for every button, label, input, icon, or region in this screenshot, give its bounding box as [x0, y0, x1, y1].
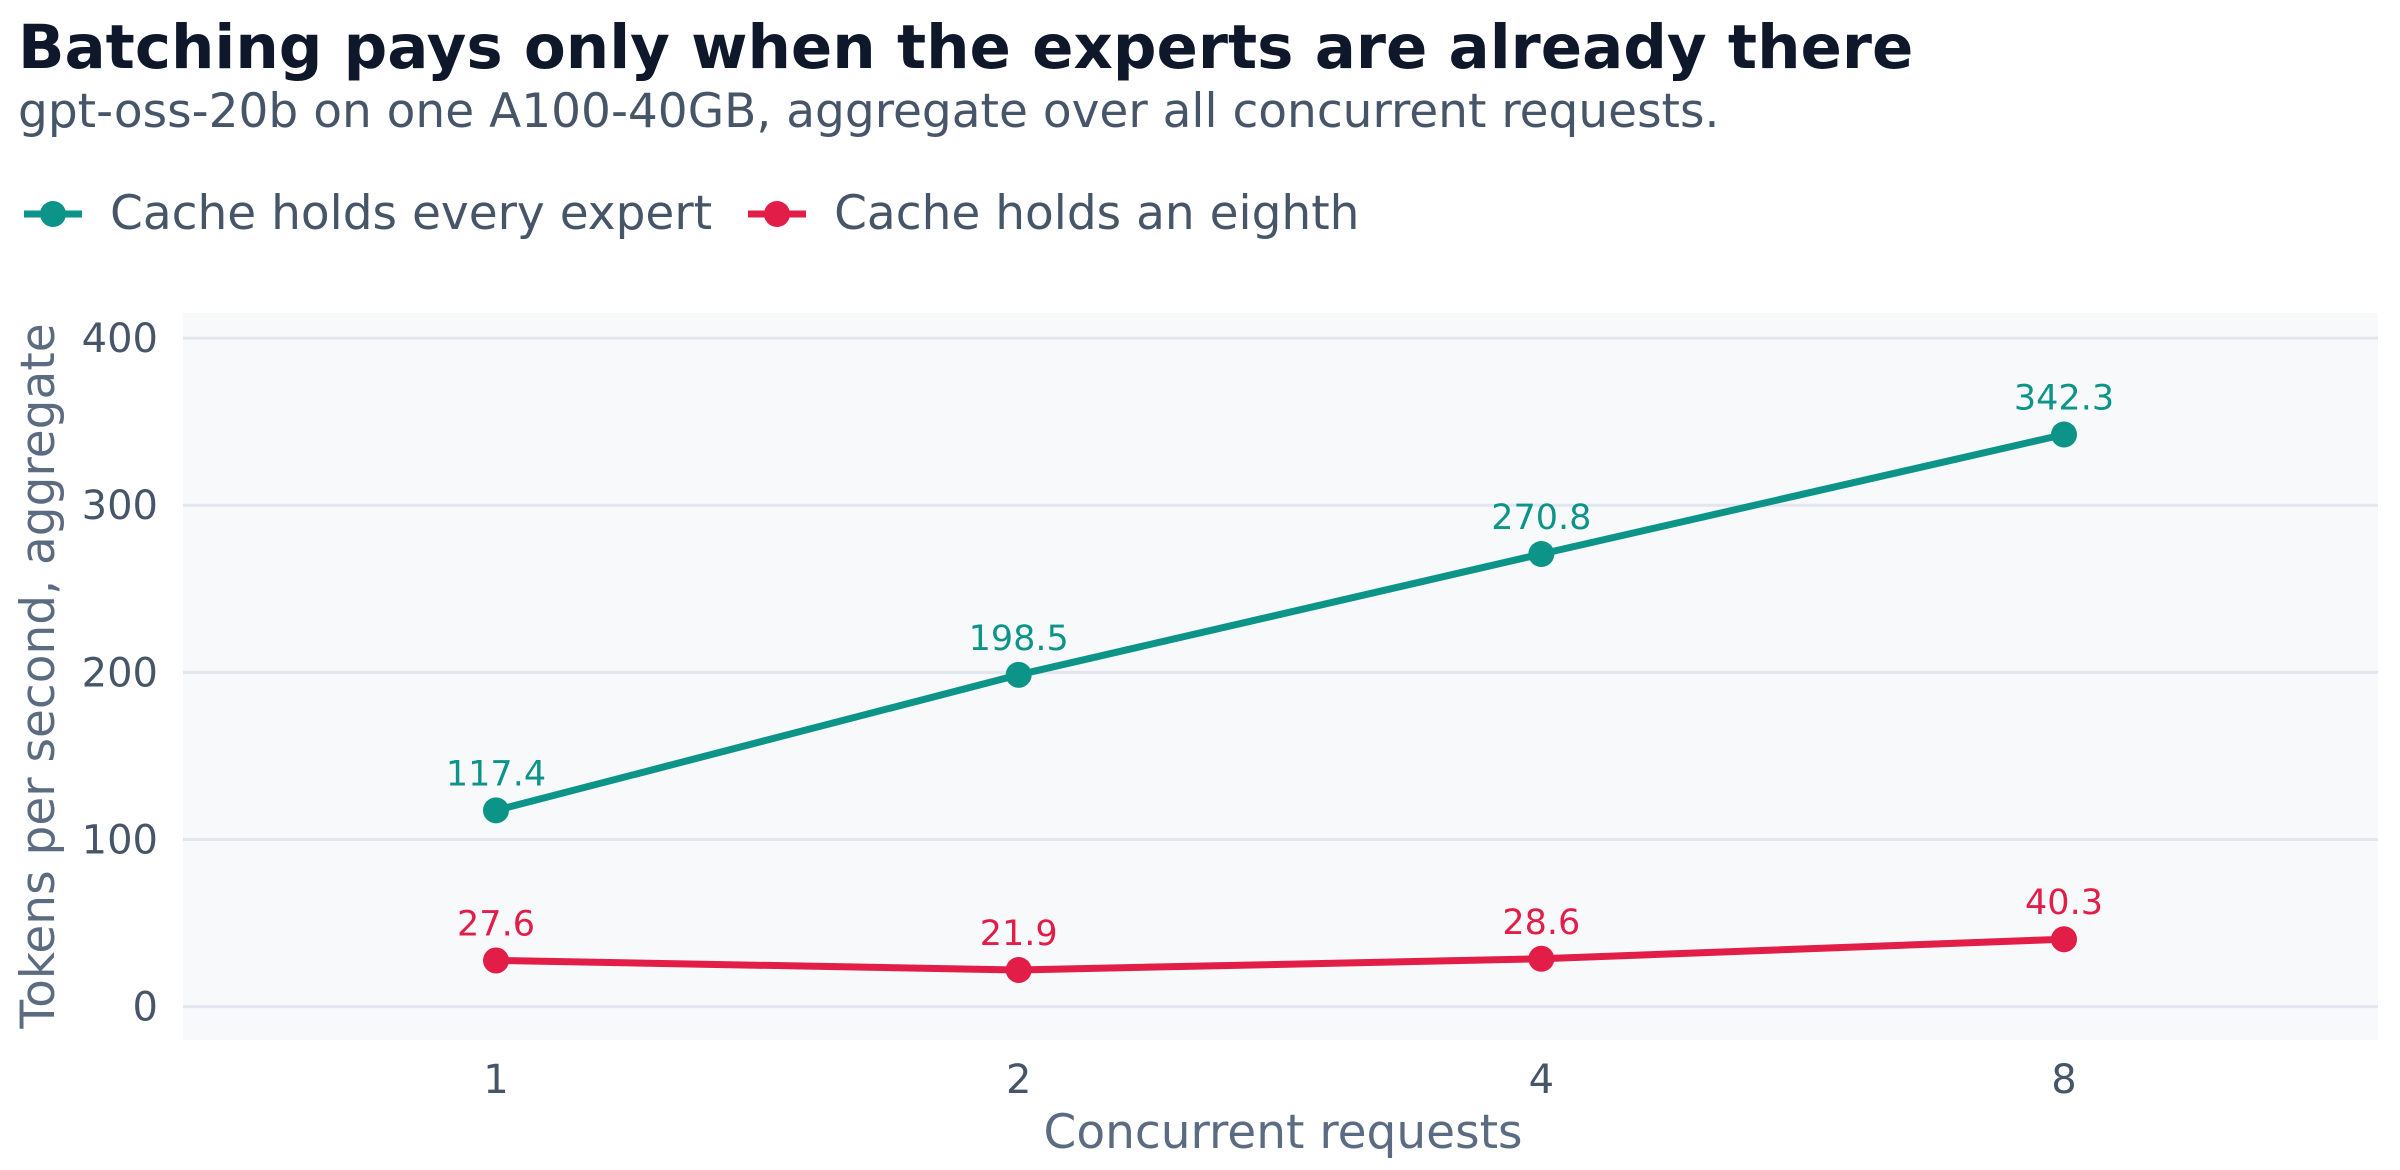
data-point: [1528, 540, 1555, 567]
x-axis-label: Concurrent requests: [1044, 1105, 1523, 1160]
legend-item-series-2: Cache holds an eighth: [748, 186, 1359, 241]
data-point: [2051, 926, 2077, 953]
plot-background: [183, 313, 2378, 1040]
legend-swatch-series-1: [24, 200, 82, 227]
legend-item-series-1: Cache holds every expert: [24, 186, 712, 241]
data-point: [483, 947, 509, 974]
data-label: 342.3: [2014, 379, 2114, 419]
data-label: 270.8: [1491, 498, 1591, 538]
chart-title: Batching pays only when the experts are …: [18, 12, 1914, 83]
x-tick-label: 8: [2051, 1057, 2076, 1103]
chart-subtitle: gpt-oss-20b on one A100-40GB, aggregate …: [18, 84, 1720, 139]
data-point: [1528, 945, 1555, 972]
y-tick-label: 400: [82, 316, 158, 362]
data-point: [1005, 661, 1032, 688]
y-tick-label: 300: [82, 483, 158, 529]
data-label: 21.9: [980, 914, 1058, 954]
data-point: [483, 797, 509, 824]
x-tick-label: 4: [1529, 1057, 1554, 1103]
data-label: 27.6: [457, 904, 535, 944]
series-line-1: [492, 431, 2068, 814]
data-point: [1005, 956, 1032, 983]
y-tick-label: 0: [133, 985, 158, 1031]
y-axis-label: Tokens per second, aggregate: [11, 323, 66, 1029]
data-label: 117.4: [446, 754, 546, 794]
data-label: 40.3: [2025, 883, 2103, 923]
y-tick-label: 200: [82, 650, 158, 696]
y-tick-label: 100: [82, 817, 158, 863]
legend-label-series-2: Cache holds an eighth: [834, 186, 1360, 241]
series-line-2: [492, 935, 2068, 974]
x-tick-label: 1: [483, 1057, 508, 1103]
data-label: 28.6: [1502, 903, 1580, 943]
data-label: 198.5: [969, 619, 1069, 659]
x-tick-label: 2: [1006, 1057, 1031, 1103]
legend: Cache holds every expert Cache holds an …: [24, 186, 1395, 241]
data-point: [2051, 421, 2077, 448]
legend-swatch-series-2: [748, 200, 807, 227]
legend-label-series-1: Cache holds every expert: [110, 186, 713, 241]
